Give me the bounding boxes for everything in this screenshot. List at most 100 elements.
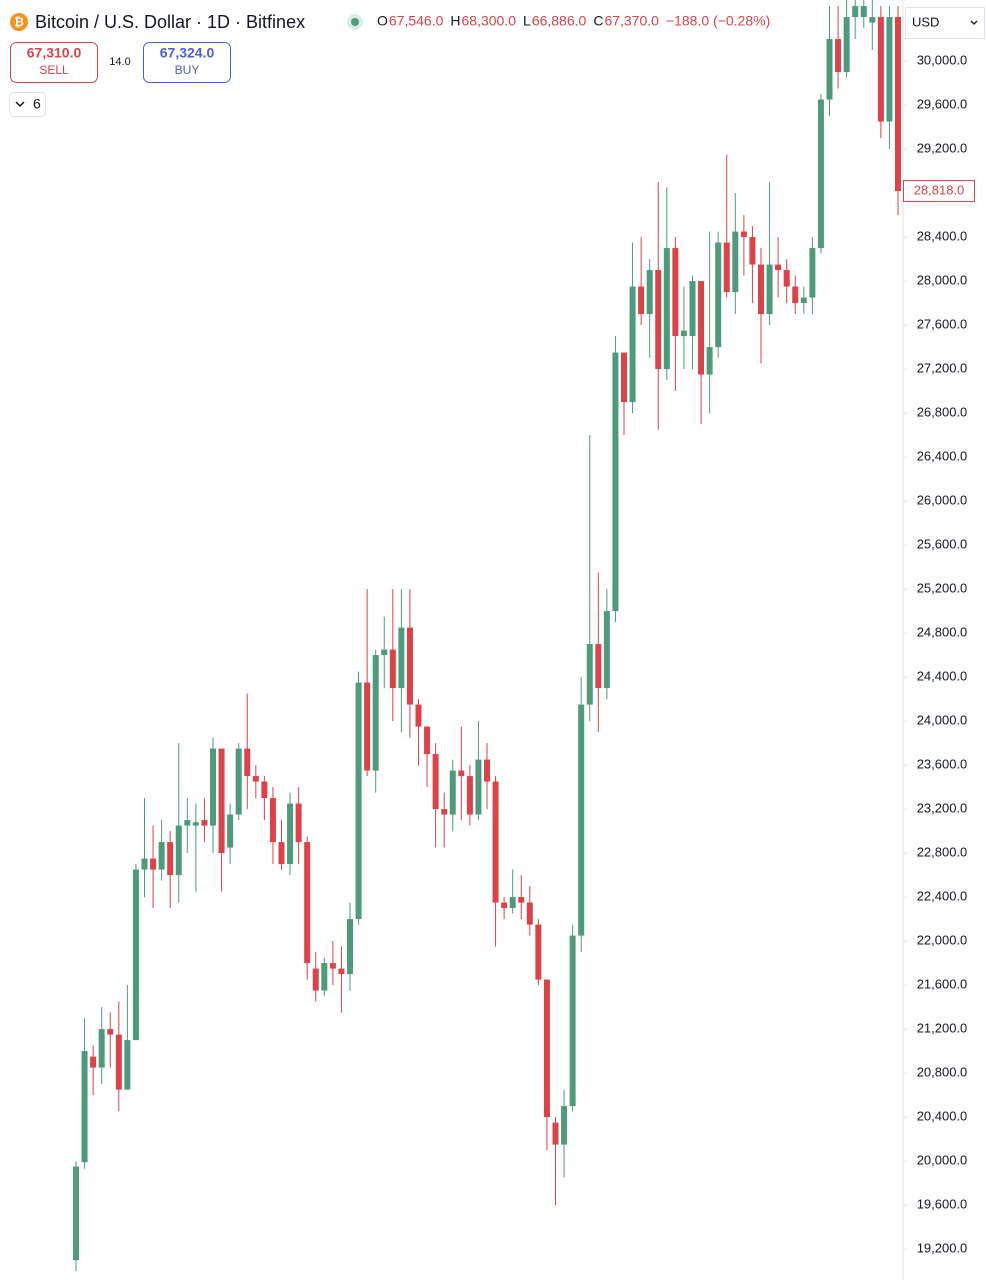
candle-body	[509, 897, 516, 909]
candle-body	[569, 935, 576, 1107]
y-tick-label: 28,400.0	[917, 228, 968, 243]
candle-body	[586, 644, 593, 705]
bitcoin-icon	[10, 13, 28, 31]
candle-body	[869, 17, 876, 23]
indicators-toggle[interactable]	[9, 92, 46, 117]
candle-body	[252, 776, 259, 782]
candle-body	[329, 963, 336, 969]
y-tick-label: 22,800.0	[917, 845, 968, 860]
y-tick-label: 27,200.0	[917, 360, 968, 375]
sell-price: 67,310.0	[27, 45, 82, 61]
candle-body	[817, 99, 824, 249]
candle-body	[809, 248, 816, 298]
candle-body	[406, 627, 413, 705]
bitcoin-icon-glyph: ₿	[14, 15, 24, 29]
candle-body	[364, 682, 371, 771]
y-tick-label: 21,200.0	[917, 1021, 968, 1036]
currency: USD	[912, 14, 939, 29]
candle-body	[501, 902, 508, 909]
y-tick-label: 23,200.0	[917, 801, 968, 816]
price-axis: 30,000.0 29,600.0 29,200.0 28,400.0 28,000.0…	[903, 52, 968, 1256]
candle-body	[475, 759, 482, 815]
candle-body	[312, 968, 319, 991]
candle-body	[218, 748, 225, 854]
candle-body	[723, 242, 730, 293]
candle-body	[184, 820, 191, 826]
ohlc-value: 67,370.0	[604, 13, 659, 29]
candle-body	[158, 842, 165, 870]
ohlc-key: C	[593, 13, 603, 29]
y-tick-label: 25,200.0	[917, 581, 968, 596]
candle-body	[398, 627, 405, 689]
y-tick-label: 19,200.0	[917, 1241, 968, 1256]
candle-body	[466, 776, 473, 815]
y-tick-label: 24,800.0	[917, 625, 968, 640]
candle-body	[655, 270, 662, 370]
candle-body	[81, 1051, 88, 1163]
candle-body	[492, 781, 499, 903]
candle-body	[381, 649, 388, 656]
y-tick-label: 22,000.0	[917, 933, 968, 948]
candle-body	[886, 17, 893, 122]
sell-label: SELL	[39, 63, 69, 77]
y-tick-label: 19,600.0	[917, 1197, 968, 1212]
y-tick-label: 24,400.0	[917, 669, 968, 684]
y-tick-label: 29,600.0	[917, 96, 968, 111]
candle-body	[150, 858, 157, 870]
candle-body	[424, 726, 431, 755]
candle-body	[535, 924, 542, 980]
candle-body	[775, 264, 782, 271]
candle-body	[304, 842, 311, 964]
buy-price: 67,324.0	[160, 45, 215, 61]
candle-body	[132, 869, 139, 1041]
candle-body	[235, 748, 242, 815]
candle-body	[321, 963, 328, 991]
candle-body	[432, 754, 439, 810]
candle-body	[621, 352, 627, 403]
y-tick-label: 26,400.0	[917, 449, 968, 464]
y-tick-label: 26,800.0	[917, 405, 968, 420]
sell-button[interactable]	[10, 42, 98, 83]
candle-body	[261, 781, 268, 799]
candle-body	[227, 814, 234, 848]
candle-body	[706, 347, 713, 375]
candle-body	[98, 1029, 105, 1068]
last-price-box	[903, 180, 975, 203]
y-tick-label: 22,400.0	[917, 889, 968, 904]
candle-body	[561, 1106, 568, 1145]
candle-body	[415, 704, 422, 727]
plot-area	[73, 0, 901, 1272]
candle-body	[458, 770, 465, 777]
candle-body	[826, 39, 833, 100]
candle-body	[749, 237, 756, 265]
candle-body	[877, 17, 884, 122]
candle-body	[449, 770, 456, 815]
candle-body	[698, 281, 705, 375]
ohlc-value: 68,300.0	[462, 13, 517, 29]
candle-body	[895, 17, 901, 192]
candle-body	[595, 644, 602, 689]
candle-body	[629, 286, 636, 403]
last-price-label: 28,818.0	[914, 183, 965, 198]
candle-body	[355, 682, 362, 920]
candle-body	[73, 1166, 79, 1261]
candle-body	[90, 1056, 97, 1068]
y-tick-label: 26,000.0	[917, 493, 968, 508]
y-tick-label: 23,600.0	[917, 757, 968, 772]
currency-select[interactable]	[905, 7, 985, 39]
candle-body	[175, 825, 182, 876]
y-tick-label: 30,000.0	[917, 52, 968, 67]
chevron	[15, 101, 25, 108]
candle-body	[732, 231, 739, 293]
y-tick-label: 21,600.0	[917, 977, 968, 992]
candle-body	[852, 6, 859, 18]
candle-body	[484, 759, 490, 782]
candle-body	[167, 842, 174, 876]
candle-body	[800, 297, 807, 304]
buy-button[interactable]	[143, 42, 231, 83]
candle-body	[389, 649, 396, 689]
y-tick-label: 25,600.0	[917, 537, 968, 552]
y-tick-label: 27,600.0	[917, 316, 968, 331]
candle-body	[680, 330, 687, 337]
